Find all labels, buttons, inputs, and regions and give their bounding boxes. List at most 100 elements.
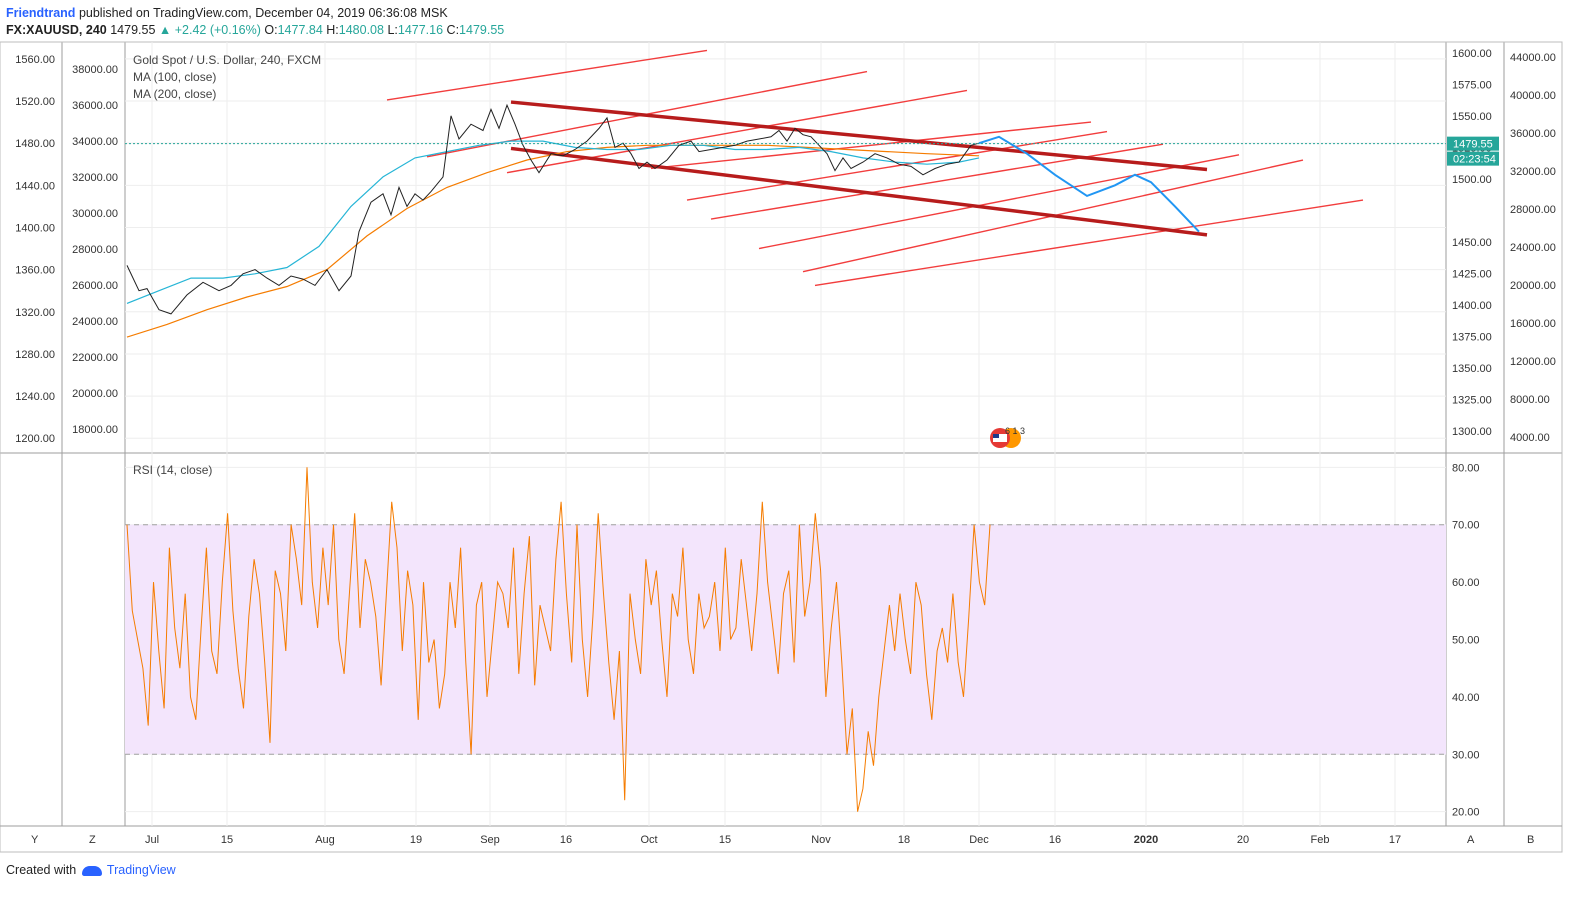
right-price-tick: 1450.00 xyxy=(1452,237,1492,249)
time-tick: 15 xyxy=(719,834,731,846)
rsi-tick: 40.00 xyxy=(1452,692,1480,704)
last-price-tag xyxy=(1447,136,1499,151)
right-price-tick: 1375.00 xyxy=(1452,332,1492,344)
left-secondary-tick: 36000.00 xyxy=(72,100,118,112)
fan-line[interactable] xyxy=(758,154,1240,250)
channel-line[interactable] xyxy=(510,100,1208,172)
tradingview-brand[interactable]: TradingView xyxy=(106,863,176,877)
high-label: H: xyxy=(326,23,339,37)
right-secondary-tick: 4000.00 xyxy=(1510,432,1550,444)
time-tick: 2020 xyxy=(1134,834,1158,846)
low-value: 1477.16 xyxy=(397,23,444,37)
close-value: 1479.55 xyxy=(459,23,505,37)
time-tick: Feb xyxy=(1311,834,1330,846)
fan-line[interactable] xyxy=(506,89,968,174)
right-price-tick: 1425.00 xyxy=(1452,269,1492,281)
countdown-tag xyxy=(1447,151,1499,166)
fan-line[interactable] xyxy=(386,49,708,101)
toolbar-y[interactable]: Y xyxy=(31,834,39,846)
high-value: 1480.08 xyxy=(338,23,384,37)
author-name[interactable]: Friendtrand xyxy=(6,6,76,20)
rsi-title[interactable]: RSI (14, close) xyxy=(133,463,212,477)
created-with: Created with xyxy=(6,863,77,877)
time-tick: 17 xyxy=(1389,834,1401,846)
left-secondary-axis[interactable]: 38000.00 36000.00 34000.00 32000.00 30000.00… xyxy=(72,64,118,436)
fan-line[interactable] xyxy=(650,121,1092,170)
right-price-tick: 1300.00 xyxy=(1452,426,1492,438)
time-tick: Sep xyxy=(480,834,500,846)
right-secondary-tick: 20000.00 xyxy=(1510,280,1556,292)
left-price-tick: 1360.00 xyxy=(15,265,55,277)
time-tick: Jul xyxy=(145,834,159,846)
right-price-tick: 1600.00 xyxy=(1452,48,1492,60)
left-price-tick: 1480.00 xyxy=(15,138,55,150)
legend-ma100[interactable]: MA (100, close) xyxy=(133,70,216,84)
left-price-tick: 1440.00 xyxy=(15,180,55,192)
left-secondary-tick: 34000.00 xyxy=(72,136,118,148)
channel-lines[interactable] xyxy=(510,100,1208,237)
left-price-tick: 1320.00 xyxy=(15,307,55,319)
right-price-tick: 1550.00 xyxy=(1452,111,1492,123)
last-price-tag-text: 1479.55 xyxy=(1453,139,1493,151)
right-price-tick: 1575.00 xyxy=(1452,80,1492,92)
time-axis[interactable]: Jul 15 Aug 19 Sep 16 Oct 15 Nov 18 Dec 16 2020 20 Feb 1… xyxy=(145,834,1401,846)
left-secondary-tick: 28000.00 xyxy=(72,244,118,256)
rsi-band xyxy=(125,524,1446,755)
fan-line[interactable] xyxy=(814,199,1364,287)
main-chart-title: Gold Spot / U.S. Dollar, 240, FXCM xyxy=(133,53,321,67)
open-label: O: xyxy=(264,23,278,37)
right-secondary-tick: 44000.00 xyxy=(1510,52,1556,64)
published-info: published on TradingView.com, December 0… xyxy=(78,6,448,20)
left-secondary-tick: 30000.00 xyxy=(72,208,118,220)
right-secondary-tick: 32000.00 xyxy=(1510,166,1556,178)
footer: Created with TradingView xyxy=(6,860,176,880)
left-secondary-tick: 24000.00 xyxy=(72,316,118,328)
right-secondary-axis[interactable]: 44000.00 40000.00 36000.00 32000.00 28000.00… xyxy=(1510,52,1556,444)
right-secondary-tick: 36000.00 xyxy=(1510,128,1556,140)
right-price-tick: 1350.00 xyxy=(1452,363,1492,375)
rsi-line xyxy=(126,467,991,812)
us-flag-event-icon[interactable]: 6 1 3 xyxy=(990,426,1025,448)
open-value: 1477.84 xyxy=(277,23,323,37)
time-tick: Aug xyxy=(315,834,335,846)
low-label: L: xyxy=(387,23,398,37)
time-tick: Dec xyxy=(969,834,989,846)
left-price-tick: 1200.00 xyxy=(15,433,55,445)
time-tick: 15 xyxy=(221,834,233,846)
left-secondary-tick: 38000.00 xyxy=(72,64,118,76)
left-price-tick: 1400.00 xyxy=(15,222,55,234)
forecast-line[interactable] xyxy=(978,135,1200,233)
legend-ma200[interactable]: MA (200, close) xyxy=(133,87,216,101)
time-tick: 18 xyxy=(898,834,910,846)
left-price-tick: 1560.00 xyxy=(15,54,55,66)
left-price-tick: 1240.00 xyxy=(15,391,55,403)
toolbar-z[interactable]: Z xyxy=(89,834,96,846)
left-price-axis[interactable]: 1560.00 1520.00 1480.00 1440.00 1400.00 1360.… xyxy=(15,54,55,445)
toolbar-b[interactable]: B xyxy=(1527,834,1534,846)
time-tick: 20 xyxy=(1237,834,1249,846)
left-secondary-tick: 18000.00 xyxy=(72,424,118,436)
right-secondary-tick: 28000.00 xyxy=(1510,204,1556,216)
symbol-label: FX:XAUUSD, 240 xyxy=(6,23,107,37)
right-price-tick: 1325.00 xyxy=(1452,395,1492,407)
close-label: C: xyxy=(446,23,460,37)
right-price-axis[interactable]: 1600.001575.001550.001525.001500.001450.… xyxy=(1452,48,1492,438)
left-secondary-tick: 26000.00 xyxy=(72,280,118,292)
right-secondary-tick: 12000.00 xyxy=(1510,356,1556,368)
rsi-axis[interactable]: 80.00 70.00 60.00 50.00 40.00 30.00 20.00 xyxy=(1452,462,1480,818)
outer-frame xyxy=(0,41,1563,853)
tradingview-cloud-icon[interactable] xyxy=(81,865,102,876)
time-tick: 16 xyxy=(560,834,572,846)
toolbar-a[interactable]: A xyxy=(1467,834,1475,846)
price-change: ▲ +2.42 (+0.16%) xyxy=(158,23,261,37)
countdown-tag-text: 02:23:54 xyxy=(1453,154,1496,166)
right-price-tick: 1500.00 xyxy=(1452,174,1492,186)
rsi-tick: 50.00 xyxy=(1452,635,1480,647)
channel-line[interactable] xyxy=(510,146,1208,237)
right-secondary-tick: 8000.00 xyxy=(1510,394,1550,406)
time-tick: Oct xyxy=(640,834,657,846)
fan-lines[interactable] xyxy=(386,49,1364,287)
right-price-tick: 1400.00 xyxy=(1452,300,1492,312)
fan-line[interactable] xyxy=(686,130,1108,201)
